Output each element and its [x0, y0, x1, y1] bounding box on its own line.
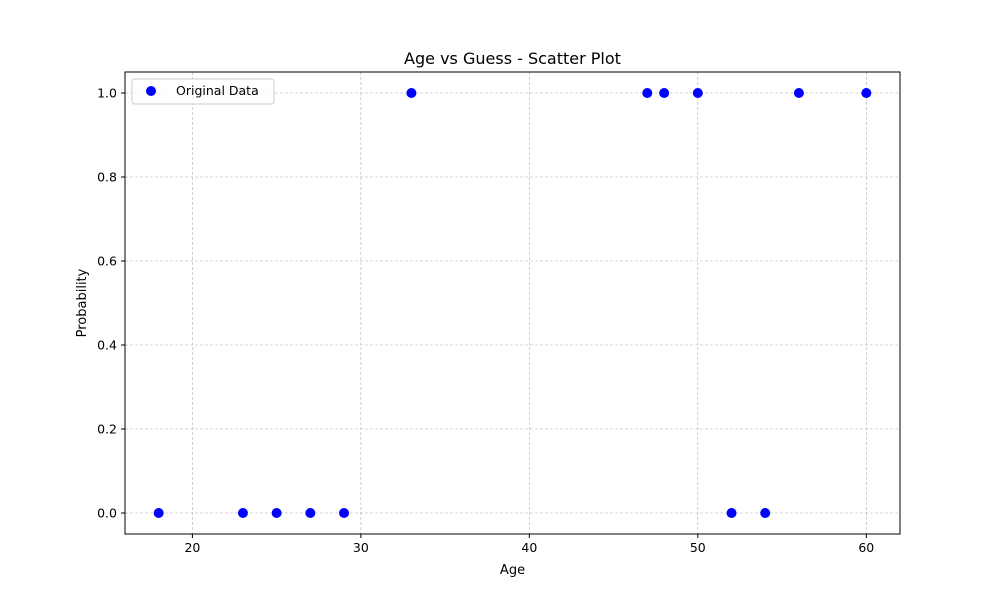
data-point: [271, 508, 282, 518]
x-tick-label: 50: [690, 540, 706, 555]
data-point: [861, 88, 872, 98]
y-axis-label: Probability: [75, 268, 90, 337]
data-point: [726, 508, 737, 518]
grid-lines: [125, 72, 900, 534]
x-tick-label: 60: [858, 540, 874, 555]
legend: Original Data: [131, 78, 275, 105]
x-tick-label: 40: [521, 540, 537, 555]
data-point: [642, 88, 653, 98]
plot-frame: [124, 71, 901, 535]
x-tick-label: 30: [353, 540, 369, 555]
x-tick-label: 20: [184, 540, 200, 555]
data-point: [406, 88, 417, 98]
legend-label: Original Data: [176, 83, 259, 98]
data-points: [153, 88, 872, 518]
y-tick-label: 0.6: [97, 254, 117, 269]
y-tick-label: 0.8: [97, 170, 117, 185]
y-tick-label: 0.0: [97, 506, 117, 521]
data-point: [659, 88, 670, 98]
y-tick-label: 0.4: [97, 338, 117, 353]
data-point: [153, 508, 164, 518]
legend-box: [131, 78, 275, 105]
data-point: [692, 88, 703, 98]
chart-title: Age vs Guess - Scatter Plot: [404, 49, 621, 68]
y-tick-label: 0.2: [97, 422, 117, 437]
data-point: [305, 508, 316, 518]
data-point: [793, 88, 804, 98]
x-axis-ticks: 20 30 40 50 60: [184, 534, 874, 555]
y-axis-ticks: 0.0 0.2 0.4 0.6 0.8 1.0: [97, 86, 125, 521]
data-point: [339, 508, 350, 518]
legend-marker: [146, 86, 156, 96]
y-tick-label: 1.0: [97, 86, 117, 101]
data-point: [237, 508, 248, 518]
data-point: [760, 508, 771, 518]
x-axis-label: Age: [500, 563, 525, 578]
